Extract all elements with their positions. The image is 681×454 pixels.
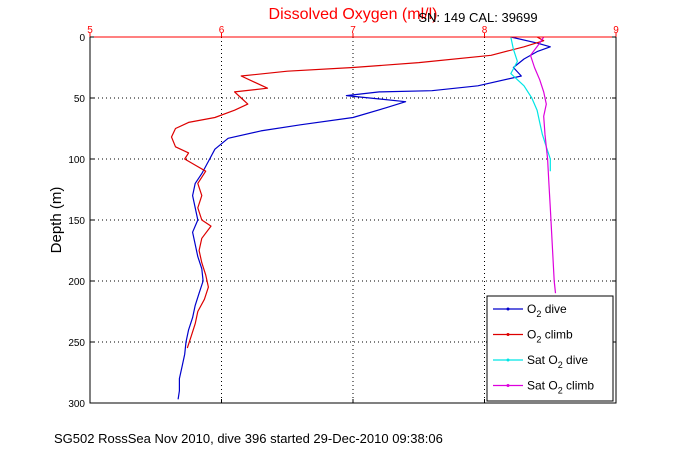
legend-o2-dive-label-suffix: dive xyxy=(541,302,567,316)
legend-o2-climb-label: O2 climb xyxy=(527,328,573,345)
legend-o2-dive-marker xyxy=(506,307,510,311)
legend-sat-dive-label-main: Sat O xyxy=(527,353,558,367)
y-tick-label: 50 xyxy=(74,94,86,105)
grid-layer xyxy=(90,37,616,403)
legend-box xyxy=(486,295,614,402)
y-axis-label: Depth (m) xyxy=(48,187,65,254)
legend-o2-dive-label: O2 dive xyxy=(527,302,567,319)
y-tick-label: 250 xyxy=(68,338,85,349)
x-tick-label: 7 xyxy=(350,25,356,36)
legend-sat-climb-label: Sat O2 climb xyxy=(527,379,594,396)
footer-caption: SG502 RossSea Nov 2010, dive 396 started… xyxy=(54,431,443,446)
y-tick-label: 150 xyxy=(68,216,85,227)
serial-calibration-label: SN: 149 CAL: 39699 xyxy=(418,10,537,25)
legend-sat-dive-marker xyxy=(506,358,510,362)
series-line-o2-climb xyxy=(170,36,545,349)
legend-sat-climb-label-suffix: climb xyxy=(563,379,595,393)
legend-o2-climb-label-main: O xyxy=(527,328,536,342)
legend-o2-dive-label-subscript: 2 xyxy=(536,309,541,319)
legend-o2-climb-marker xyxy=(506,333,510,336)
y-tick-label: 200 xyxy=(68,277,85,288)
legend-sat-climb-label-subscript: 2 xyxy=(558,386,563,396)
series-layer xyxy=(170,36,557,400)
legend-o2-dive-label-main: O xyxy=(527,302,536,316)
x-tick-label: 6 xyxy=(219,25,225,36)
legend-sat-dive-label: Sat O2 dive xyxy=(527,353,588,370)
legend-sat-climb-marker xyxy=(506,384,510,387)
chart-title: Dissolved Oxygen (ml/l) xyxy=(269,6,438,23)
x-tick-label: 9 xyxy=(613,25,619,36)
y-tick-label: 0 xyxy=(79,33,85,44)
y-tick-label: 100 xyxy=(68,155,85,166)
legend-o2-climb-label-subscript: 2 xyxy=(536,335,541,345)
y-tick-label: 300 xyxy=(68,399,85,410)
legend-o2-climb-label-suffix: climb xyxy=(541,328,573,342)
series-line-sat-climb xyxy=(529,36,557,294)
x-tick-label: 8 xyxy=(482,25,488,36)
legend-sat-climb-label-main: Sat O xyxy=(527,379,558,393)
legend-sat-dive-label-subscript: 2 xyxy=(558,360,563,370)
series-line-o2-dive xyxy=(177,36,551,400)
legend-sat-dive-label-suffix: dive xyxy=(563,353,589,367)
x-tick-label: 5 xyxy=(87,25,93,36)
tick-layer: 5 6 7 8 9 0 50 100 150 200 250 300 xyxy=(68,25,619,410)
